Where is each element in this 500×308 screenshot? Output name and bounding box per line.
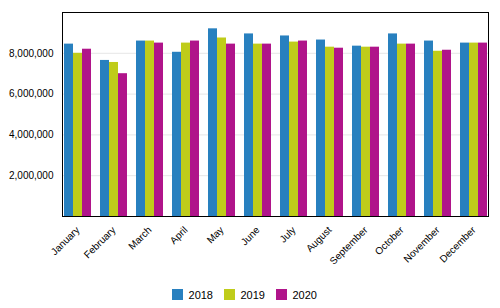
svg-text:March: March <box>126 224 153 251</box>
svg-text:January: January <box>49 224 82 257</box>
svg-text:February: February <box>82 224 118 260</box>
svg-text:August: August <box>304 224 334 254</box>
html-text:2019: 2019 <box>240 288 265 301</box>
svg-text:December: December <box>437 224 478 265</box>
svg-text:October: October <box>373 224 406 257</box>
html-text:2018: 2018 <box>188 288 213 301</box>
svg-text:November: November <box>401 224 442 265</box>
svg-text:September: September <box>327 224 370 267</box>
svg-text:2,000,000: 2,000,000 <box>9 170 54 181</box>
html-text:2020: 2020 <box>292 288 317 301</box>
svg-text:6,000,000: 6,000,000 <box>9 88 54 99</box>
svg-text:April: April <box>168 224 190 246</box>
svg-text:May: May <box>205 224 226 245</box>
svg-text:8,000,000: 8,000,000 <box>9 48 54 59</box>
svg-text:July: July <box>277 224 297 244</box>
svg-text:4,000,000: 4,000,000 <box>9 129 54 140</box>
svg-text:June: June <box>239 224 262 247</box>
